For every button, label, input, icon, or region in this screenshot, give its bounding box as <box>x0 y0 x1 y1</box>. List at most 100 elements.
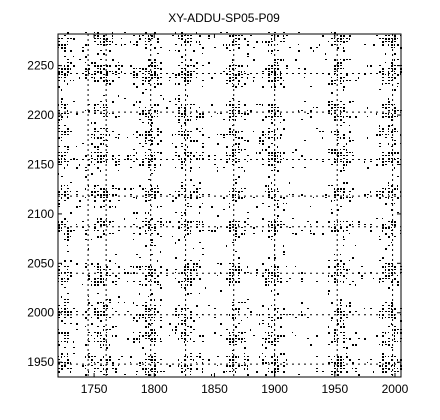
recurrence-cell <box>388 341 390 342</box>
recurrence-cell <box>190 230 191 232</box>
recurrence-cell <box>109 200 111 202</box>
recurrence-cell <box>277 74 278 75</box>
recurrence-cell <box>190 137 191 138</box>
recurrence-cell <box>283 59 284 61</box>
recurrence-cell <box>382 281 384 282</box>
recurrence-cell <box>100 197 102 198</box>
recurrence-cell <box>184 332 186 334</box>
recurrence-cell <box>61 74 63 75</box>
recurrence-cell <box>277 230 278 232</box>
recurrence-cell <box>328 221 330 223</box>
recurrence-cell <box>229 191 230 192</box>
recurrence-cell <box>199 155 201 156</box>
recurrence-cell <box>91 134 93 135</box>
recurrence-cell <box>85 77 87 79</box>
recurrence-cell <box>115 275 117 277</box>
recurrence-cell <box>112 131 114 132</box>
recurrence-cell <box>130 155 131 156</box>
recurrence-cell <box>145 245 147 247</box>
recurrence-cell <box>307 317 309 318</box>
recurrence-cell <box>118 278 120 279</box>
recurrence-cell <box>151 161 153 162</box>
recurrence-cell <box>151 314 153 315</box>
recurrence-cell <box>157 143 159 145</box>
recurrence-cell <box>385 233 387 235</box>
recurrence-cell <box>289 227 291 228</box>
recurrence-cell <box>133 212 135 214</box>
recurrence-cell <box>178 239 180 241</box>
recurrence-cell <box>382 131 384 132</box>
recurrence-cell <box>196 152 197 153</box>
recurrence-cell <box>97 104 99 105</box>
recurrence-cell <box>217 365 218 366</box>
recurrence-cell <box>190 104 192 105</box>
recurrence-cell <box>61 101 62 103</box>
recurrence-cell <box>100 155 102 157</box>
recurrence-cell <box>106 161 107 163</box>
recurrence-cell <box>175 152 177 153</box>
recurrence-cell <box>379 365 381 367</box>
recurrence-cell <box>160 317 162 318</box>
recurrence-cell <box>82 47 84 48</box>
recurrence-cell <box>160 95 162 96</box>
recurrence-cell <box>181 368 183 369</box>
recurrence-cell <box>115 116 117 118</box>
recurrence-cell <box>280 197 282 198</box>
recurrence-cell <box>232 131 233 133</box>
recurrence-cell <box>232 221 234 222</box>
recurrence-cell <box>385 41 387 42</box>
recurrence-cell <box>331 185 333 186</box>
recurrence-cell <box>76 167 78 169</box>
recurrence-cell <box>235 107 237 108</box>
recurrence-cell <box>331 32 332 33</box>
recurrence-cell <box>391 311 393 313</box>
recurrence-cell <box>118 230 120 231</box>
recurrence-cell <box>280 224 282 225</box>
recurrence-cell <box>169 365 171 367</box>
recurrence-cell <box>268 206 270 207</box>
recurrence-cell <box>103 341 105 342</box>
recurrence-cell <box>229 203 230 204</box>
recurrence-cell <box>97 137 99 139</box>
recurrence-cell <box>193 155 195 157</box>
recurrence-cell <box>61 227 62 229</box>
recurrence-cell <box>199 260 200 261</box>
recurrence-cell <box>226 161 228 163</box>
y-tick-label: 2000 <box>27 306 54 320</box>
recurrence-cell <box>319 44 320 46</box>
recurrence-cell <box>208 194 210 195</box>
recurrence-cell <box>157 80 158 81</box>
recurrence-cell <box>181 131 183 132</box>
recurrence-cell <box>280 335 282 337</box>
recurrence-cell <box>382 191 384 193</box>
recurrence-cell <box>271 68 273 69</box>
recurrence-cell <box>313 233 315 235</box>
recurrence-cell <box>61 353 63 355</box>
recurrence-cell <box>67 266 69 267</box>
recurrence-cell <box>235 152 236 153</box>
recurrence-cell <box>256 41 258 43</box>
recurrence-cell <box>67 59 69 60</box>
recurrence-cell <box>235 74 237 76</box>
recurrence-cell <box>229 116 231 118</box>
recurrence-cell <box>340 206 342 207</box>
recurrence-cell <box>190 152 192 154</box>
recurrence-cell <box>181 161 183 163</box>
recurrence-cell <box>388 356 389 357</box>
recurrence-cell <box>184 191 186 192</box>
recurrence-cell <box>271 86 272 88</box>
recurrence-cell <box>70 191 71 192</box>
recurrence-cell <box>202 152 204 153</box>
recurrence-cell <box>181 38 183 40</box>
recurrence-cell <box>331 371 333 372</box>
recurrence-cell <box>181 68 183 69</box>
recurrence-cell <box>370 230 372 232</box>
recurrence-cell <box>61 368 63 370</box>
recurrence-cell <box>151 38 153 39</box>
recurrence-cell <box>268 80 270 82</box>
recurrence-cell <box>238 266 240 268</box>
recurrence-cell <box>220 113 222 114</box>
recurrence-cell <box>64 152 66 153</box>
recurrence-cell <box>184 161 185 163</box>
recurrence-cell <box>394 317 396 319</box>
